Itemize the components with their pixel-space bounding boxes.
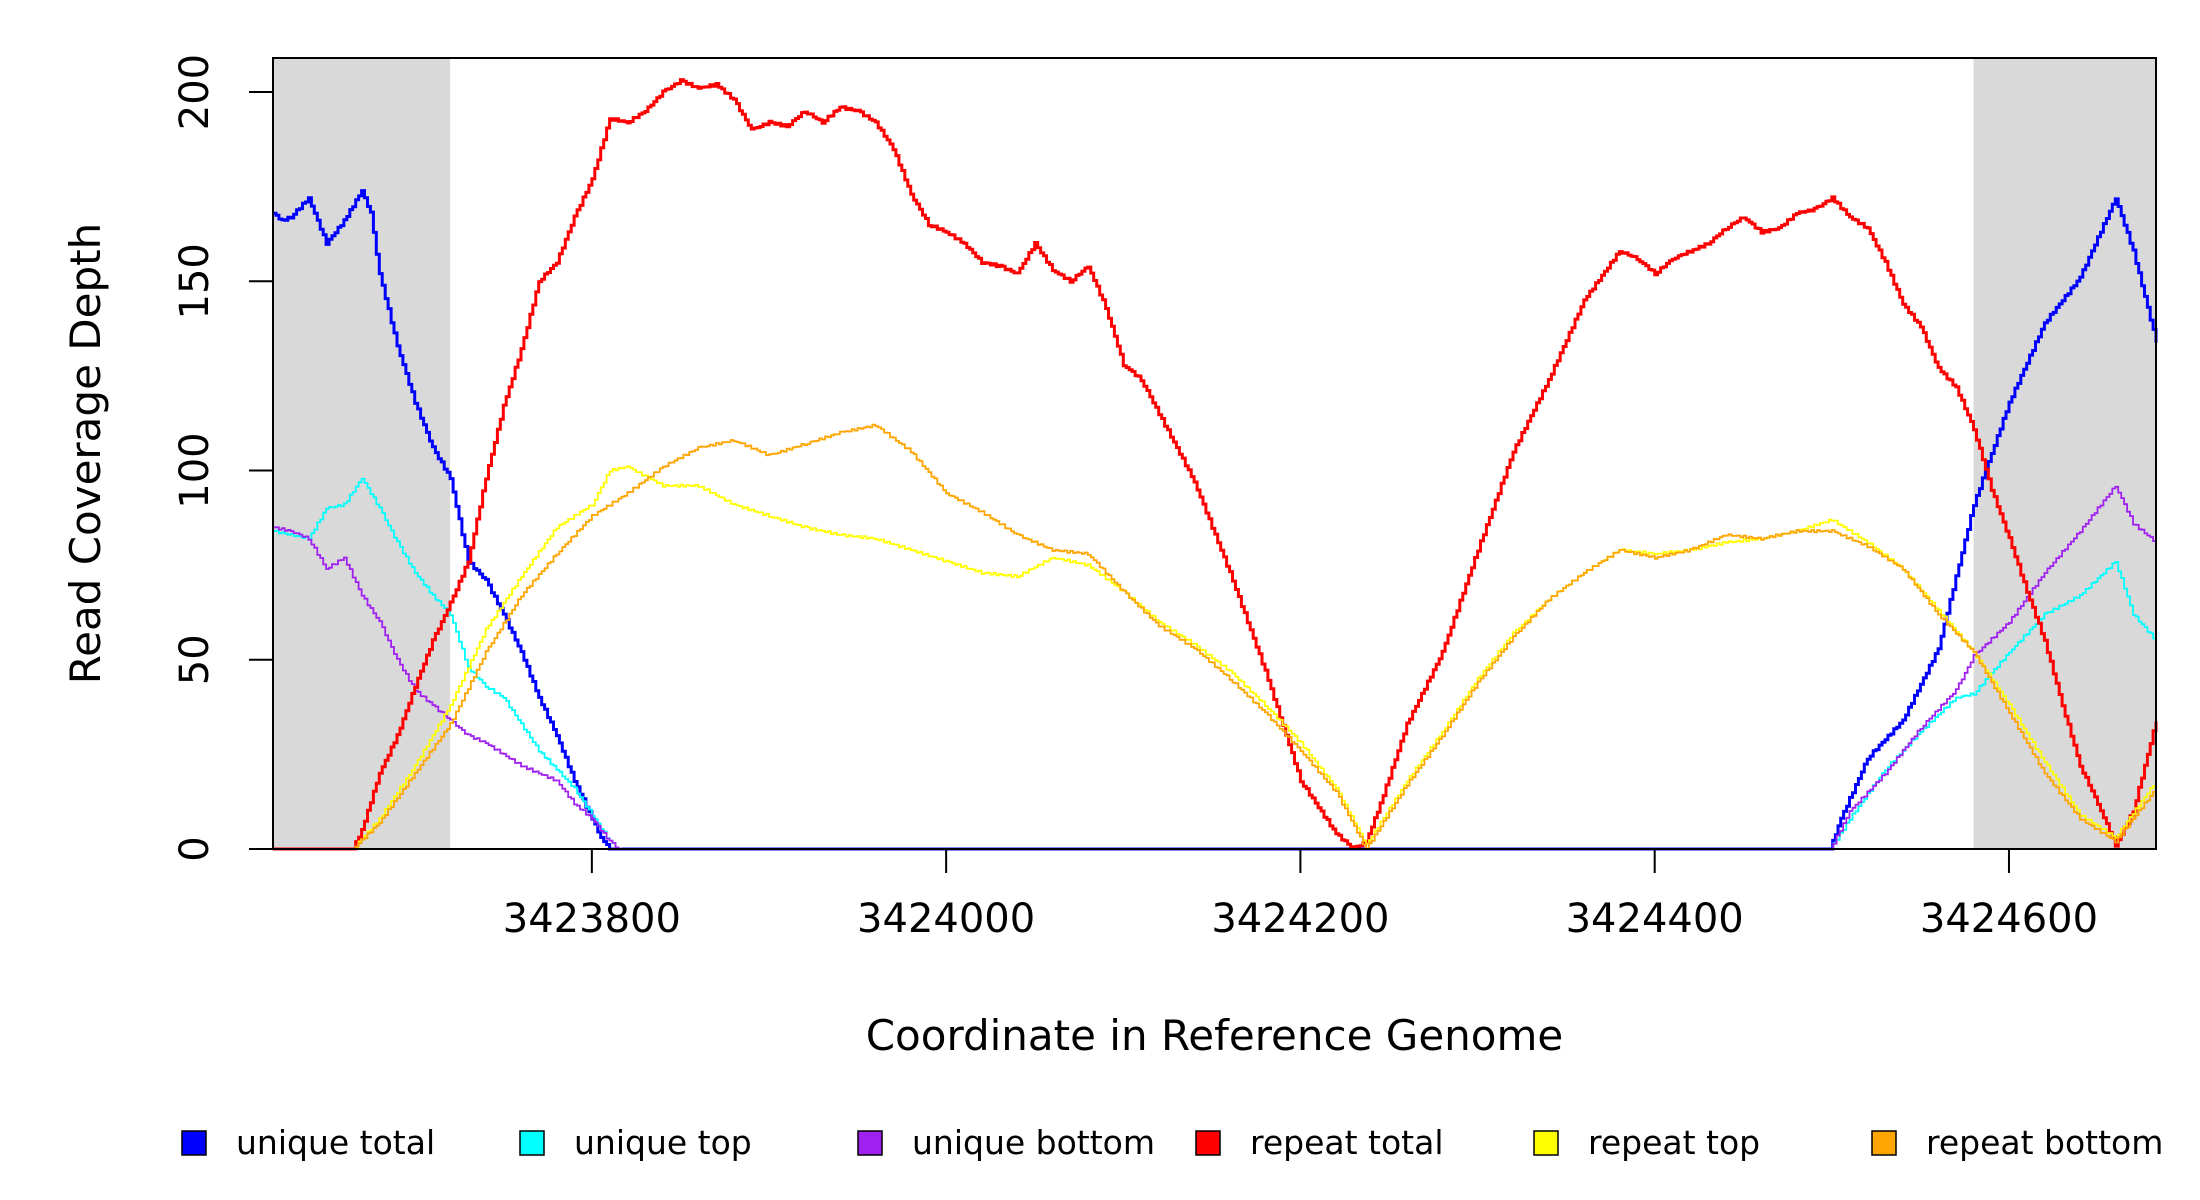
x-axis: 3423800 3424000 3424200 3424400 3424600 (503, 849, 2098, 942)
series-line-repeat-total (273, 78, 2158, 851)
legend-swatch-unique-bottom (857, 1130, 883, 1156)
shaded-region-1 (273, 58, 451, 849)
legend-label-unique-top: unique top (574, 1123, 752, 1162)
legend-swatch-repeat-total (1195, 1130, 1221, 1156)
legend-label-unique-total: unique total (236, 1123, 435, 1162)
legend-label-repeat-top: repeat top (1588, 1123, 1760, 1162)
x-tick-label: 3424200 (1211, 896, 1389, 942)
legend-swatch-unique-total (181, 1130, 207, 1156)
shaded-region-2 (1973, 58, 2156, 849)
x-tick-label: 3424000 (857, 896, 1035, 942)
series-line-repeat-top (273, 465, 2157, 850)
legend-swatch-repeat-top (1533, 1130, 1559, 1156)
series-line-unique-total (273, 189, 2158, 851)
legend-swatch-repeat-bottom (1871, 1130, 1897, 1156)
y-tick-label: 200 (172, 54, 218, 130)
x-tick-label: 3423800 (503, 896, 681, 942)
x-tick-label: 3424400 (1566, 896, 1744, 942)
legend: unique total unique top unique bottom repea… (181, 1123, 2163, 1162)
y-tick-label: 0 (172, 836, 218, 861)
legend-label-repeat-total: repeat total (1250, 1123, 1444, 1162)
y-axis-title: Read Coverage Depth (61, 223, 110, 684)
series-line-repeat-bottom (273, 423, 2157, 850)
x-tick-label: 3424600 (1920, 896, 2098, 942)
legend-label-repeat-bottom: repeat bottom (1926, 1123, 2163, 1162)
plot-frame (272, 57, 2157, 850)
series-lines (273, 78, 2158, 851)
y-axis: 0 50 100 150 200 (172, 54, 273, 862)
y-tick-label: 50 (172, 634, 218, 685)
legend-label-unique-bottom: unique bottom (912, 1123, 1155, 1162)
legend-swatch-unique-top (519, 1130, 545, 1156)
x-axis-title: Coordinate in Reference Genome (866, 1011, 1564, 1060)
y-tick-label: 100 (172, 432, 218, 508)
y-tick-label: 150 (172, 243, 218, 319)
